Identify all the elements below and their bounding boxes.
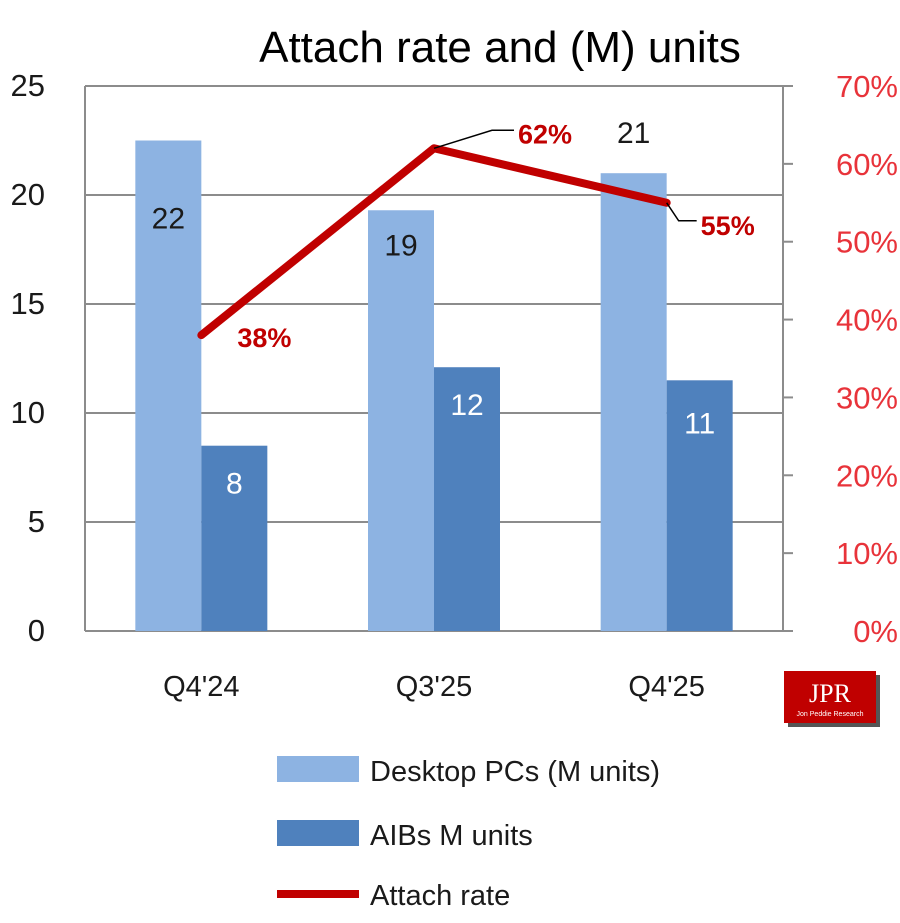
bar bbox=[666, 380, 733, 631]
rate-leader-line bbox=[666, 202, 697, 222]
legend-entry-label: Desktop PCs (M units) bbox=[370, 756, 660, 788]
bar-data-label: 12 bbox=[450, 389, 483, 422]
left-axis-tick-label: 5 bbox=[28, 504, 45, 539]
right-axis-tick-label: 30% bbox=[836, 380, 898, 415]
bar bbox=[135, 140, 202, 631]
bar bbox=[368, 210, 434, 631]
jpr-logo: JPR Jon Peddie Research bbox=[784, 671, 880, 727]
rate-data-label: 55% bbox=[701, 211, 755, 241]
bar-data-label: 21 bbox=[617, 117, 650, 150]
bar-data-label: 19 bbox=[384, 229, 417, 262]
x-axis-category-label: Q4'25 bbox=[628, 671, 704, 703]
legend-swatch bbox=[277, 756, 359, 782]
right-axis-tick-label: 70% bbox=[836, 69, 898, 104]
bar bbox=[201, 445, 268, 631]
legend-swatch bbox=[277, 820, 359, 846]
bar bbox=[600, 173, 667, 631]
right-axis-tick-label: 10% bbox=[836, 536, 898, 571]
legend-entry-label: Attach rate bbox=[370, 880, 510, 912]
logo-text: JPR bbox=[809, 679, 852, 708]
legend-entry-label: AIBs M units bbox=[370, 820, 533, 852]
bar-data-label: 8 bbox=[226, 468, 243, 501]
right-axis-tick-label: 40% bbox=[836, 303, 898, 338]
bar bbox=[434, 367, 500, 631]
chart-title: Attach rate and (M) units bbox=[259, 23, 741, 72]
left-axis-tick-label: 20 bbox=[11, 177, 45, 212]
left-axis-tick-label: 0 bbox=[28, 613, 45, 648]
right-axis-tick-label: 50% bbox=[836, 225, 898, 260]
left-axis-tick-label: 10 bbox=[11, 395, 45, 430]
bar-data-label: 11 bbox=[684, 407, 715, 440]
logo-subtext: Jon Peddie Research bbox=[797, 711, 864, 718]
bar-data-label: 22 bbox=[152, 203, 185, 236]
rate-data-label: 38% bbox=[237, 323, 291, 353]
rate-data-label: 62% bbox=[518, 119, 572, 149]
right-axis-tick-label: 60% bbox=[836, 147, 898, 182]
right-axis-tick-label: 20% bbox=[836, 458, 898, 493]
plot-area: 0 5 10 15 20 25 0% 10% 20% 30% 40% 50% 60% 70% Q4'24 Q3… bbox=[11, 68, 898, 703]
rate-leader-line bbox=[433, 129, 514, 150]
legend: Desktop PCs (M units) AIBs M units Attach … bbox=[277, 756, 660, 912]
logo-background bbox=[784, 671, 876, 723]
x-axis-category-label: Q4'24 bbox=[163, 671, 239, 703]
right-axis-tick-label: 0% bbox=[853, 614, 898, 649]
x-axis-category-label: Q3'25 bbox=[396, 671, 472, 703]
left-axis-tick-label: 25 bbox=[11, 68, 45, 103]
left-axis-tick-label: 15 bbox=[11, 286, 45, 321]
